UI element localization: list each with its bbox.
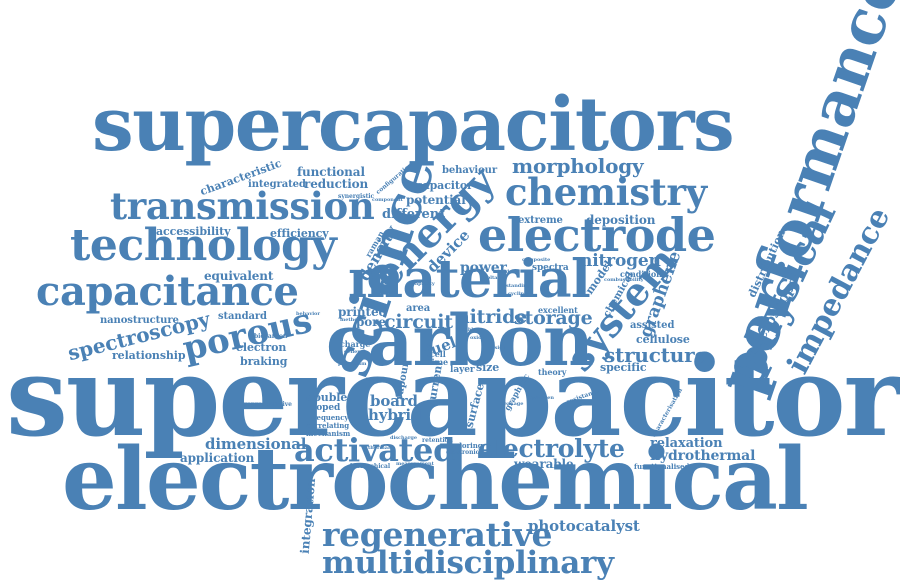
word-capacity: capacity (412, 281, 435, 287)
word-power: power (460, 260, 507, 276)
word-multidisciplinary: multidisciplinary (322, 545, 614, 581)
word-electrochemical: electrochemical (62, 429, 809, 530)
word-standard: standard (218, 311, 267, 322)
word-theory: theory (538, 367, 567, 377)
word-specific: specific (600, 361, 647, 374)
word-charge: charge (340, 339, 371, 349)
word-efficiency: efficiency (270, 227, 329, 240)
word-boosting: boosting (366, 377, 390, 383)
word-potential: potential (406, 193, 466, 207)
word-electrolyte: electrolyte (478, 434, 625, 463)
word-cell: cell (430, 349, 446, 359)
word-behaviour: behaviour (442, 165, 498, 176)
word-solid: solid (496, 269, 510, 275)
word-design: design (488, 345, 507, 351)
word-representative: representative (244, 401, 292, 408)
word-reduction: reduction (304, 177, 369, 191)
word-material: material (348, 249, 591, 310)
word-measurement: measurement (396, 461, 434, 467)
word-biocarbon: biocarbon (254, 333, 288, 340)
word-chemistry: chemistry (505, 170, 707, 214)
word-braking: braking (240, 355, 288, 368)
word-photocatalyst: photocatalyst (528, 517, 640, 535)
word-combustibility: combustibility (604, 277, 644, 283)
word-assisted: assisted (630, 320, 675, 331)
word-extreme: extreme (518, 215, 563, 226)
word-composite: composite (522, 257, 551, 263)
word-supercapacitors: supercapacitors (92, 82, 735, 168)
word-leakage: leakage (502, 401, 524, 407)
word-hybrid: hybrid (368, 406, 422, 424)
word-double: double (306, 391, 348, 404)
word-nanostructure: nanostructure (100, 315, 179, 326)
word-functional: functional (297, 165, 365, 179)
word-dimensional: dimensional (205, 435, 307, 453)
word-doped: doped (310, 403, 341, 413)
word-behavior: behavior (296, 311, 320, 317)
word-spectra: spectra (532, 263, 569, 273)
word-excellent: excellent (538, 305, 578, 315)
word-discharge: discharge (390, 435, 417, 441)
word-printed: printed (338, 305, 387, 319)
word-size: size (476, 361, 500, 374)
word-integrated: integrated (248, 179, 306, 190)
word-circuit: circuit (384, 311, 453, 333)
word-activated: activated (294, 431, 456, 469)
word-capacitor: capacitor (416, 179, 473, 192)
word-carbon: carbon (326, 299, 594, 382)
word-electrode: electrode (478, 208, 716, 262)
word-correlating: correlating (306, 421, 350, 430)
word-relationship: relationship (112, 349, 186, 362)
word-application: application (180, 451, 255, 465)
word-cellulose: cellulose (636, 333, 690, 346)
word-mechanism: mechanism (306, 429, 351, 438)
word-relaxation: relaxation (650, 436, 723, 451)
word-condition: condition (620, 269, 662, 279)
word-voltage: voltage (484, 275, 505, 281)
word-cycling: cycling (508, 291, 528, 297)
word-hierarchical: hierarchical (350, 463, 391, 470)
word-layer: layer (450, 365, 475, 375)
word-structure: structure (604, 343, 707, 367)
word-area: area (406, 303, 431, 314)
word-hydrogen: hydrogen (528, 395, 554, 401)
word-different: different (382, 207, 445, 222)
word-hydrothermal: hydrothermal (650, 448, 756, 464)
word-pore: pore (356, 315, 386, 329)
word-morphology: morphology (512, 154, 644, 178)
word-wearable: wearable (514, 457, 574, 471)
word-board: board (370, 392, 418, 410)
word-standing: standing (506, 283, 531, 289)
word-synergistic: synergistic (338, 193, 375, 200)
word-electron: electron (236, 341, 287, 354)
word-time: time (428, 357, 448, 367)
word-electronic: electronic (446, 449, 480, 456)
word-nitride: nitride (456, 306, 528, 328)
word-retention: retention (422, 437, 453, 444)
word-frequency: frequency (310, 413, 349, 422)
word-supercapacitor: supercapacitor (6, 332, 900, 461)
word-thermal: thermal (368, 445, 390, 451)
word-equivalent: equivalent (204, 269, 274, 283)
word-transmission: transmission (110, 184, 375, 228)
word-flexible: flexible (456, 327, 477, 333)
word-potassium: potassium (338, 361, 367, 367)
word-accessibility: accessibility (156, 225, 231, 238)
word-general: general (344, 349, 365, 355)
word-method: method (340, 317, 361, 323)
word-deposition: deposition (586, 213, 656, 227)
word-oxide: oxide (470, 335, 485, 341)
word-functionalised: functionalised (634, 462, 690, 471)
word-technology: technology (70, 220, 337, 271)
word-storage: storage (514, 307, 593, 329)
word-exploring: exploring (446, 441, 483, 450)
word-capacitance: capacitance (36, 268, 299, 315)
word-regenerative: regenerative (322, 515, 553, 554)
word-nitrogen: nitrogen (580, 251, 661, 271)
word-component: component (372, 197, 403, 203)
